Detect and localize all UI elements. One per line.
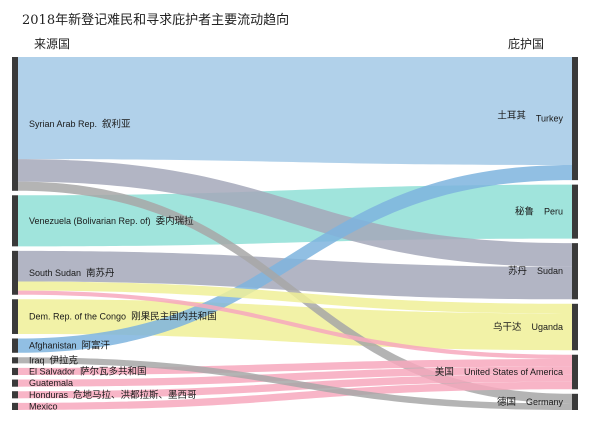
- flow-syria-to-germany: [18, 181, 572, 404]
- labels-layer: Syrian Arab Rep. 叙利亚 Venezuela (Bolivarian…: [29, 110, 563, 412]
- source-label-zh-iraq: 伊拉克: [50, 354, 79, 366]
- source-node-mexico: [12, 402, 18, 410]
- destination-label-zh-germany: 德国: [497, 396, 516, 408]
- source-node-venezuela: [12, 195, 18, 247]
- destination-node-sudan: [572, 243, 578, 300]
- flow-guatemala-to-usa: [18, 366, 572, 387]
- source-node-guatemala: [12, 379, 18, 387]
- destination-node-usa: [572, 354, 578, 390]
- flow-ssudan-to-sudan: [18, 250, 572, 300]
- destination-label-uganda: Uganda: [531, 322, 563, 332]
- source-label-afghanistan: Afghanistan: [29, 341, 77, 351]
- chart-title: 2018年新登记难民和寻求庇护者主要流动趋向: [22, 13, 290, 28]
- flow-ssudan-to-uganda: [18, 281, 572, 314]
- source-node-syria: [12, 57, 18, 191]
- flow-ssudan-to-usa: [18, 290, 572, 360]
- flow-mexico-to-usa: [18, 381, 572, 410]
- flow-syria-to-sudan: [18, 159, 572, 267]
- flow-afghanistan-to-turkey: [18, 165, 572, 353]
- source-header: 来源国: [34, 37, 71, 51]
- destination-header: 庇护国: [508, 37, 545, 51]
- source-label-mexico: Mexico: [29, 401, 58, 411]
- destination-label-turkey: Turkey: [536, 114, 564, 124]
- source-node-iraq: [12, 357, 18, 364]
- source-label-zh-venezuela: 委内瑞拉: [156, 215, 195, 227]
- destination-node-uganda: [572, 303, 578, 351]
- destination-label-zh-turkey: 土耳其: [497, 110, 526, 122]
- source-label-guatemala: Guatemala: [29, 378, 73, 388]
- source-label-zh-syria: 叙利亚: [102, 118, 131, 130]
- destination-node-peru: [572, 184, 578, 239]
- source-label-zh-afghanistan: 阿富汗: [82, 340, 111, 352]
- destination-label-zh-peru: 秘鲁: [515, 206, 534, 218]
- source-label-drc: Dem. Rep. of the Congo: [29, 312, 126, 322]
- source-label-elsalvador: El Salvador: [29, 366, 75, 376]
- flow-iraq-to-germany: [18, 357, 572, 410]
- source-label-venezuela: Venezuela (Bolivarian Rep. of): [29, 216, 151, 226]
- flow-syria-to-turkey: [18, 57, 572, 166]
- source-node-ssudan: [12, 250, 18, 295]
- nodes-layer: [12, 57, 578, 410]
- source-label-zh-honduras: 危地马拉、洪都拉斯、墨西哥: [73, 389, 197, 401]
- source-label-zh-elsalvador: 萨尔瓦多共和国: [80, 365, 147, 377]
- source-node-drc: [12, 299, 18, 334]
- destination-label-peru: Peru: [544, 207, 563, 217]
- destination-node-germany: [572, 393, 578, 410]
- destination-label-zh-uganda: 乌干达: [493, 321, 522, 333]
- destination-label-zh-usa: 美国: [435, 366, 454, 378]
- source-label-ssudan: South Sudan: [29, 268, 81, 278]
- source-label-zh-ssudan: 南苏丹: [86, 267, 115, 279]
- destination-label-sudan: Sudan: [537, 266, 563, 276]
- destination-node-turkey: [572, 57, 578, 181]
- source-node-afghanistan: [12, 338, 18, 353]
- source-node-honduras: [12, 391, 18, 399]
- source-label-iraq: Iraq: [29, 355, 45, 365]
- destination-label-usa: United States of America: [464, 367, 563, 377]
- destination-label-germany: Germany: [526, 397, 564, 407]
- flow-elsalvador-to-usa: [18, 359, 572, 376]
- flows-layer: [18, 57, 572, 410]
- source-label-honduras: Honduras: [29, 390, 69, 400]
- source-node-elsalvador: [12, 367, 18, 376]
- source-label-syria: Syrian Arab Rep.: [29, 119, 97, 129]
- destination-label-zh-sudan: 苏丹: [508, 265, 527, 277]
- source-label-zh-drc: 刚果民主国内共和国: [131, 311, 217, 323]
